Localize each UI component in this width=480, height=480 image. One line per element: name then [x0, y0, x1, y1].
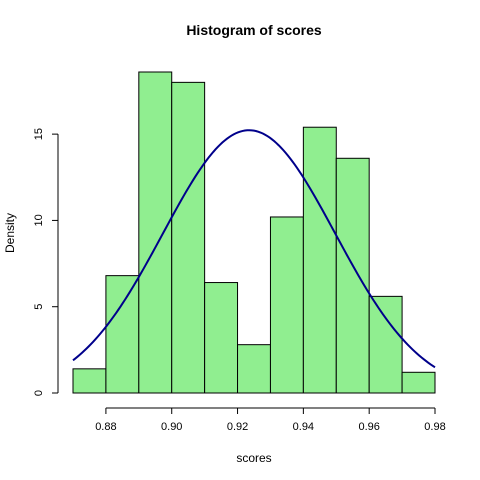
histogram-bar — [335, 157, 370, 394]
chart-title: Histogram of scores — [186, 22, 322, 38]
histogram-bar — [269, 216, 304, 394]
y-axis-label: Density — [3, 213, 17, 253]
curve-group — [72, 129, 436, 369]
x-tick-label: 0.88 — [95, 421, 116, 433]
bars-group — [72, 71, 436, 394]
x-tick-label: 0.96 — [358, 421, 379, 433]
histogram-bar — [237, 344, 271, 394]
histogram-bar — [171, 81, 206, 394]
y-tick-label: 10 — [33, 214, 45, 226]
x-axis: 0.88 0.90 0.92 0.94 0.96 0.98 — [95, 407, 446, 433]
y-tick-label: 5 — [33, 304, 45, 310]
histogram-bar — [302, 126, 337, 394]
x-tick-label: 0.94 — [293, 421, 314, 433]
histogram-bar — [105, 275, 140, 394]
x-tick-label: 0.98 — [424, 421, 445, 433]
x-axis-label: scores — [236, 451, 271, 465]
y-axis: 0 5 10 15 — [33, 128, 59, 396]
histogram-bar — [401, 371, 436, 394]
histogram-bar — [368, 295, 403, 394]
normal-density-curve — [72, 129, 436, 369]
histogram-bar — [138, 71, 173, 394]
y-tick-label: 0 — [33, 390, 45, 396]
y-tick-label: 15 — [33, 128, 45, 140]
x-tick-label: 0.92 — [227, 421, 248, 433]
x-tick-label: 0.90 — [161, 421, 182, 433]
histogram-bar — [204, 282, 239, 394]
histogram-bar — [72, 368, 107, 394]
